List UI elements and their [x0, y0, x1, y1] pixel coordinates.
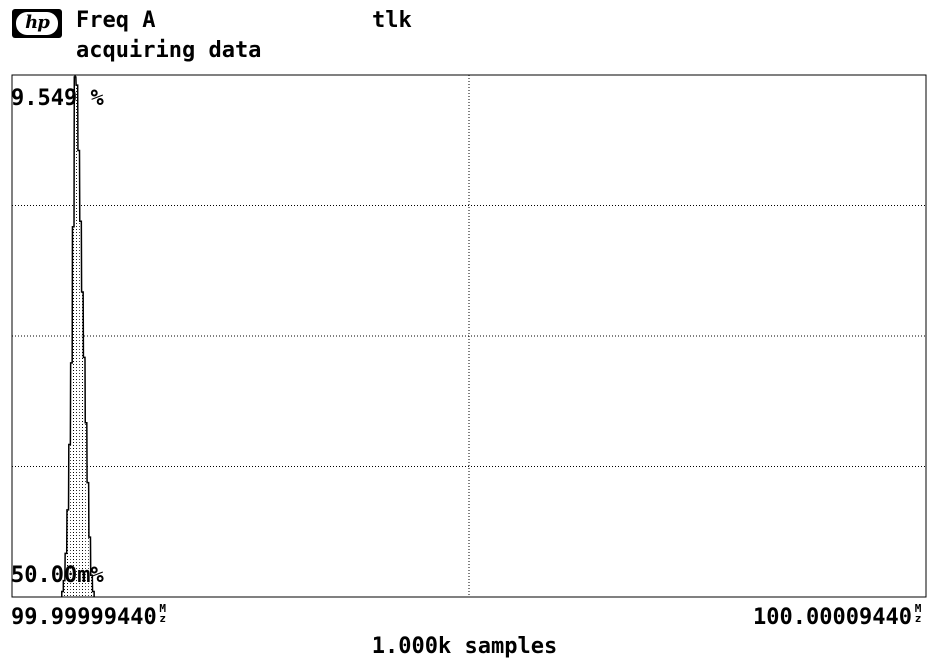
- measurement-title: Freq A: [76, 8, 156, 33]
- y-max-label: 9.549 %: [11, 86, 104, 111]
- plot-grid: [12, 75, 926, 597]
- talk-indicator: tlk: [372, 8, 412, 33]
- histogram-bar: [79, 221, 82, 597]
- histogram-bar: [65, 553, 67, 597]
- histogram-bar: [66, 509, 69, 597]
- histogram-bar: [74, 77, 76, 597]
- histogram-bar: [70, 362, 73, 597]
- y-min-label: 50.00m%: [11, 563, 104, 588]
- histogram-bars: [61, 75, 95, 597]
- histogram-bar: [88, 537, 91, 597]
- histogram-bar: [81, 292, 84, 597]
- x-max-value: 100.00009440: [753, 605, 912, 630]
- histogram-bar: [85, 422, 87, 597]
- samples-label: 1.000k samples: [371, 634, 558, 659]
- plot-frame: [11, 74, 927, 598]
- hp-logo-text: hp: [16, 12, 58, 35]
- histogram-bar: [68, 444, 71, 597]
- histogram-bar: [90, 575, 93, 597]
- histogram-bar: [87, 482, 89, 597]
- histogram-bar: [72, 226, 75, 597]
- histogram-bar: [61, 591, 64, 597]
- histogram-bar: [76, 85, 78, 597]
- hp-logo: hp: [12, 9, 62, 38]
- histogram-outline: [61, 76, 95, 597]
- x-min-value: 99.99999440: [11, 605, 157, 630]
- histogram-bar: [77, 150, 80, 597]
- histogram-bar: [83, 357, 85, 597]
- histogram-bar: [63, 580, 65, 597]
- status-message: acquiring data: [76, 38, 262, 63]
- histogram-bar: [92, 591, 95, 597]
